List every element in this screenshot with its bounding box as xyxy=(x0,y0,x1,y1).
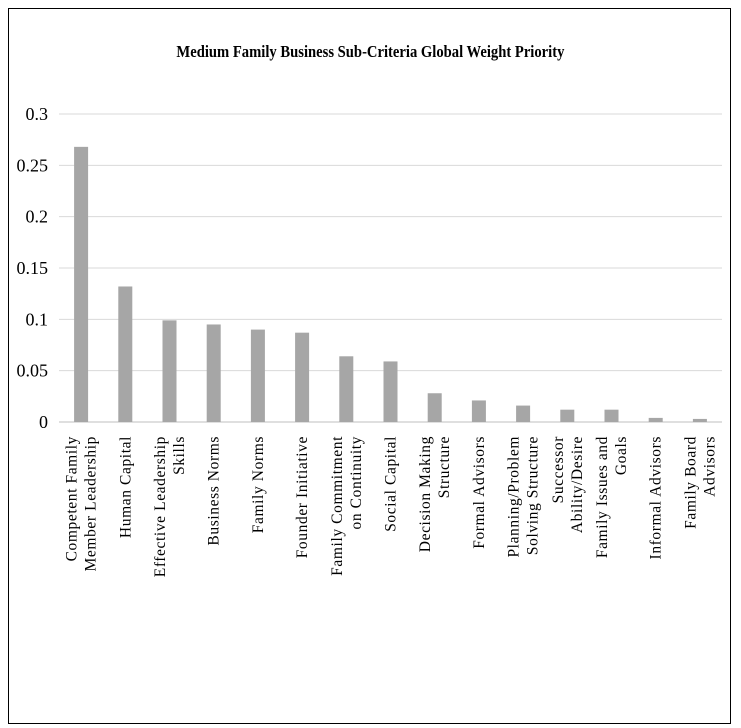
x-tick-label: Planning/Problem Solving Structure xyxy=(506,436,542,558)
bar xyxy=(118,286,133,422)
bar xyxy=(560,409,575,422)
bar xyxy=(427,393,442,422)
y-tick-label: 0.05 xyxy=(17,361,49,381)
bar xyxy=(162,320,177,422)
bar xyxy=(206,324,221,422)
bar xyxy=(692,418,707,422)
x-tick-label: Family Board Advisors xyxy=(682,436,718,529)
bar xyxy=(648,417,663,422)
bar xyxy=(383,361,398,422)
y-tick-label: 0.25 xyxy=(17,155,49,175)
x-tick-label: Founder Initiative xyxy=(294,436,311,558)
x-tick-label: Informal Advisors xyxy=(648,436,665,559)
x-tick-label: Effective Leadership Skills xyxy=(152,436,188,577)
y-tick-label: 0.1 xyxy=(26,309,49,329)
x-tick-label: Competent Family Member Leadership xyxy=(64,436,100,571)
x-tick-label: Family Issues and Goals xyxy=(594,436,630,558)
x-tick-label: Human Capital xyxy=(117,436,134,538)
bar xyxy=(516,405,531,422)
bar xyxy=(295,332,310,422)
x-tick-label: Social Capital xyxy=(383,436,400,532)
x-tick-label: Formal Advisors xyxy=(471,436,488,549)
x-tick-label: Family Norms xyxy=(250,436,267,533)
y-tick-label: 0.2 xyxy=(26,207,49,227)
y-tick-label: 0.15 xyxy=(17,258,49,278)
y-tick-label: 0.3 xyxy=(26,104,49,124)
bar xyxy=(74,146,89,422)
x-tick-label: Business Norms xyxy=(206,436,223,546)
y-tick-label: 0 xyxy=(39,412,48,432)
x-tick-label: Family Commitment on Continuity xyxy=(329,436,365,576)
bar xyxy=(604,409,619,422)
x-tick-label: Successor Ability/Desire xyxy=(550,436,586,533)
x-tick-label: Decision Making Structure xyxy=(417,436,453,552)
chart-title: Medium Family Business Sub-Criteria Glob… xyxy=(176,42,565,61)
bar xyxy=(471,400,486,422)
bar xyxy=(250,329,265,422)
bar xyxy=(339,356,354,422)
